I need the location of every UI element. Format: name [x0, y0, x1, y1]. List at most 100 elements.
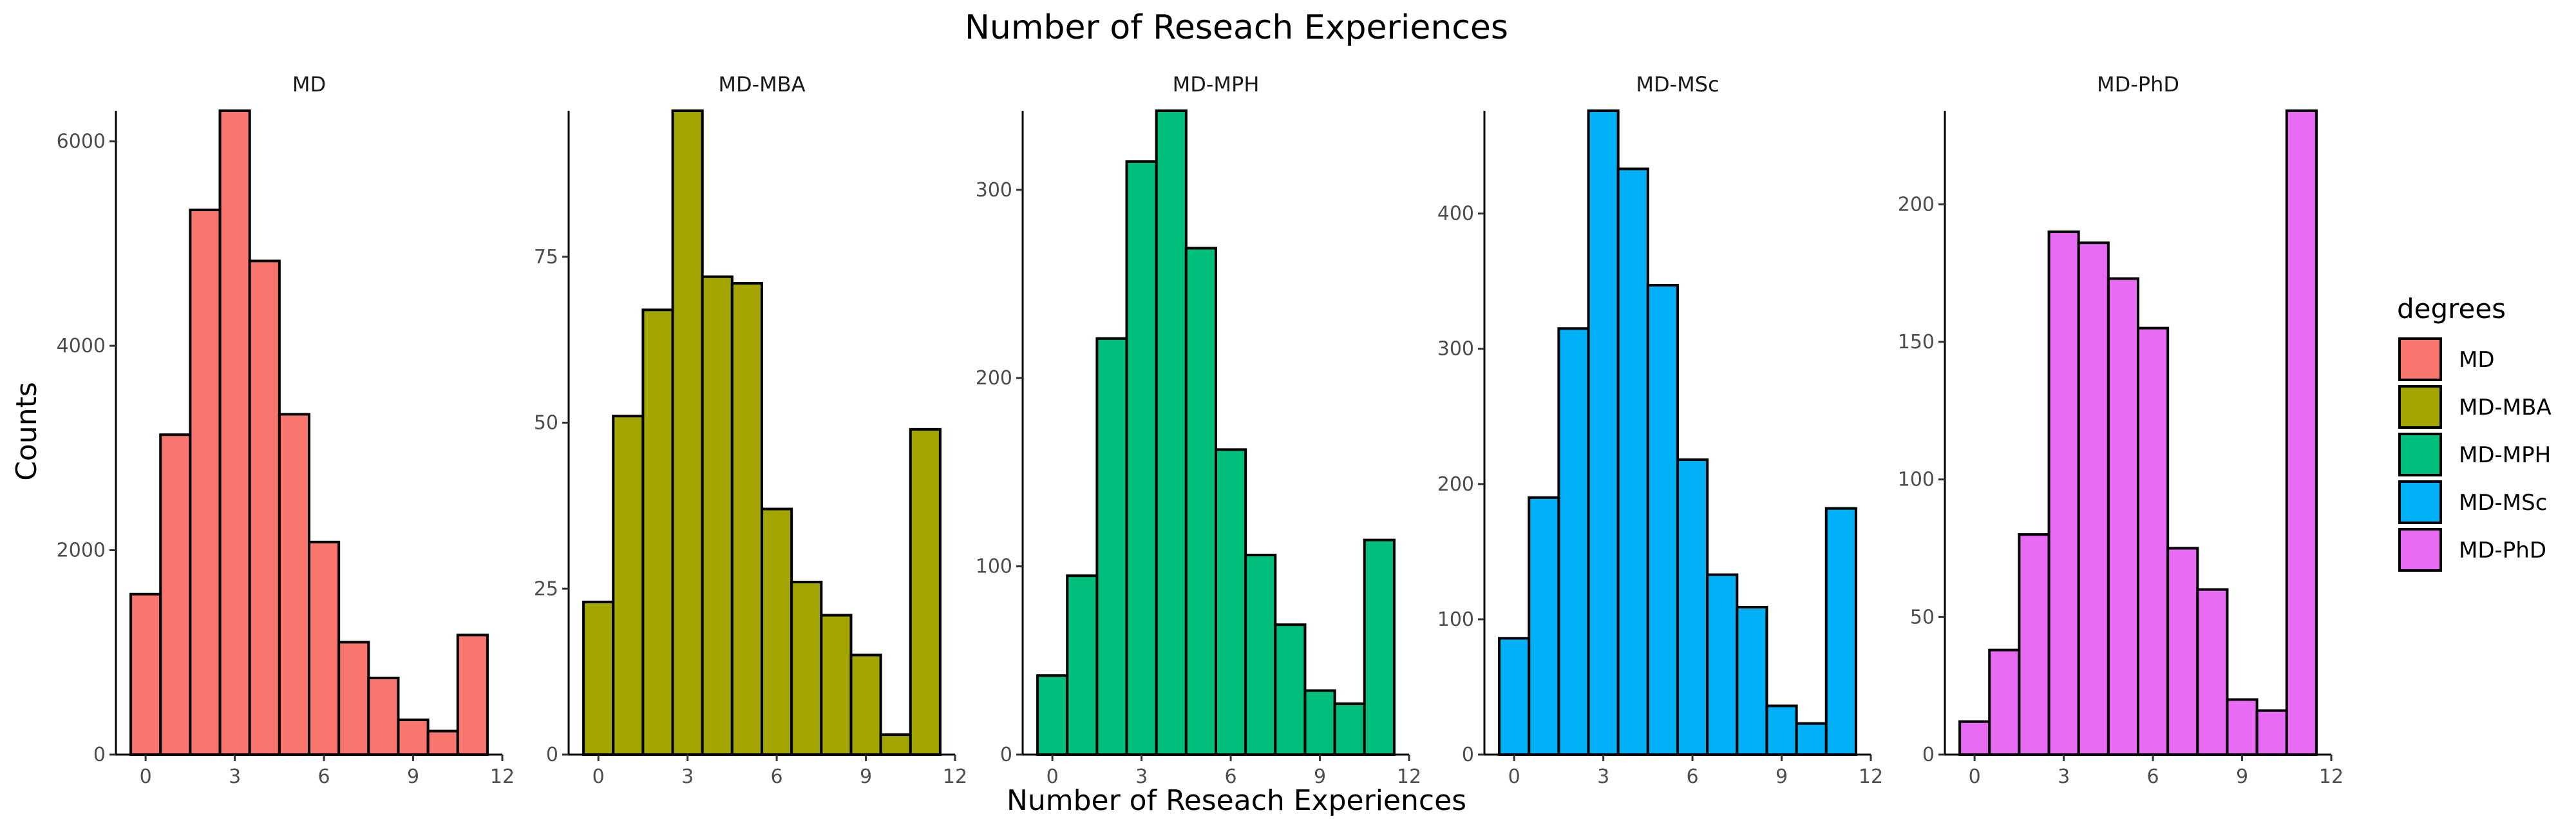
y-tick-label-md-phd-150: 150: [1898, 331, 1935, 353]
bar-md-phd-10: [2255, 709, 2288, 756]
panel-md-mph: MD-MPH 0 100 200 300 0 3 6 9 12: [976, 72, 1421, 788]
x-tick-label-md-msc-6: 6: [1687, 766, 1699, 788]
bar-md-msc-7: [1706, 573, 1739, 757]
y-tick-label-md-phd-100: 100: [1898, 469, 1935, 491]
legend-item-md-mba: MD-MBA: [2398, 385, 2552, 429]
bar-md-msc-8: [1736, 606, 1768, 757]
bar-md-msc-6: [1676, 458, 1709, 756]
x-tick-label-md-phd-6: 6: [2147, 766, 2159, 788]
bar-md-8: [367, 676, 400, 757]
legend-label-md: MD: [2459, 347, 2495, 373]
bar-md-3: [218, 109, 251, 756]
y-tick-label-md-mba-0: 0: [546, 744, 558, 766]
bar-md-mba-0: [582, 600, 615, 756]
bar-md-mph-7: [1244, 554, 1277, 756]
bar-md-phd-8: [2196, 588, 2229, 756]
y-tick-label-md-mba-75: 75: [534, 246, 558, 268]
panel-title-md-mph: MD-MPH: [1173, 72, 1260, 97]
x-tick-label-md-mph-12: 12: [1397, 766, 1421, 788]
bar-md-phd-3: [2047, 230, 2080, 756]
x-tick-label-md-0: 0: [140, 766, 152, 788]
bar-md-mba-5: [730, 282, 764, 756]
legend-item-md-msc: MD-MSc: [2398, 480, 2547, 524]
y-tick-label-md-phd-0: 0: [1922, 744, 1935, 766]
panel-title-md: MD: [292, 72, 326, 97]
x-tick-label-md-mba-12: 12: [943, 766, 967, 788]
x-tick-label-md-mph-0: 0: [1046, 766, 1059, 788]
y-tick-label-md-phd-200: 200: [1898, 193, 1935, 216]
legend-swatch-md: [2398, 337, 2442, 381]
legend-label-md-mph: MD-MPH: [2459, 442, 2551, 468]
x-tick-label-md-msc-9: 9: [1776, 766, 1788, 788]
bar-md-mba-1: [612, 415, 645, 756]
y-tick-label-md-mba-50: 50: [534, 412, 558, 435]
x-tick-label-md-mba-0: 0: [592, 766, 605, 788]
legend-item-md: MD: [2398, 337, 2495, 381]
panel-md-phd: MD-PhD 0 50 100 150 200 0 3 6 9 12: [1898, 72, 2344, 788]
bar-md-phd-1: [1988, 648, 2021, 756]
bar-md-msc-4: [1616, 167, 1649, 756]
bar-md-phd-5: [2107, 277, 2140, 756]
bar-md-mba-8: [820, 614, 853, 756]
legend-swatch-md-mph: [2398, 433, 2442, 476]
x-tick-label-md-3: 3: [229, 766, 241, 788]
bar-md-mph-1: [1066, 574, 1099, 756]
legend-label-md-msc: MD-MSc: [2459, 490, 2547, 516]
y-tick-label-md-mph-100: 100: [976, 556, 1012, 578]
bar-md-mph-11: [1363, 538, 1396, 757]
y-tick-label-md-mph-300: 300: [976, 179, 1012, 202]
legend: degrees MD MD-MBA MD-MPH MD-MSc MD-PhD: [2397, 293, 2552, 572]
bar-md-msc-0: [1498, 637, 1531, 757]
x-axis-title: Number of Reseach Experiences: [1007, 784, 1466, 817]
bar-md-msc-1: [1528, 496, 1560, 756]
bar-md-msc-5: [1646, 284, 1680, 756]
bar-md-mph-4: [1155, 109, 1188, 756]
bar-md-mph-2: [1095, 337, 1128, 756]
bar-md-10: [426, 729, 459, 757]
bar-md-phd-2: [2018, 533, 2050, 756]
x-tick-label-md-mph-3: 3: [1135, 766, 1148, 788]
bar-md-mba-6: [761, 507, 793, 756]
bar-md-0: [129, 592, 162, 756]
y-tick-label-md-2000: 2000: [57, 540, 106, 562]
x-tick-label-md-msc-3: 3: [1597, 766, 1609, 788]
legend-swatch-md-mba: [2398, 385, 2442, 429]
y-tick-label-md-4000: 4000: [57, 335, 106, 357]
bar-md-7: [337, 641, 370, 757]
bar-md-mba-3: [671, 109, 704, 756]
y-tick-label-md-msc-200: 200: [1437, 473, 1474, 496]
bar-md-5: [278, 413, 311, 756]
bar-md-9: [397, 719, 430, 756]
bar-md-mph-9: [1303, 689, 1336, 757]
y-tick-label-md-phd-50: 50: [1910, 606, 1935, 628]
bar-md-mba-10: [879, 733, 912, 756]
y-tick-label-md-msc-400: 400: [1437, 203, 1474, 225]
panel-md: MD 0 2000 4000 6000 0 3 6 9 12: [57, 72, 515, 788]
y-axis-title: Counts: [10, 382, 43, 481]
legend-items: MD MD-MBA MD-MPH MD-MSc MD-PhD: [2398, 337, 2552, 572]
x-tick-label-md-mba-9: 9: [860, 766, 872, 788]
bar-md-phd-6: [2137, 326, 2170, 757]
x-tick-label-md-mph-9: 9: [1314, 766, 1326, 788]
y-tick-label-md-0: 0: [93, 744, 106, 766]
bar-md-mba-11: [909, 428, 942, 756]
y-tick-label-md-msc-100: 100: [1437, 608, 1474, 631]
panel-title-md-phd: MD-PhD: [2097, 72, 2179, 97]
x-tick-label-md-phd-12: 12: [2319, 766, 2344, 788]
legend-item-md-phd: MD-PhD: [2398, 528, 2546, 572]
bar-md-msc-3: [1587, 109, 1620, 756]
bar-md-6: [308, 540, 341, 756]
bar-md-mba-2: [641, 308, 674, 757]
bar-md-mba-7: [790, 580, 823, 756]
bar-md-mph-0: [1036, 674, 1069, 757]
chart-title: Number of Reseach Experiences: [965, 8, 1508, 47]
x-tick-label-md-phd-9: 9: [2236, 766, 2248, 788]
bar-md-phd-7: [2166, 547, 2199, 756]
x-tick-label-md-phd-0: 0: [1969, 766, 1981, 788]
bar-md-msc-10: [1795, 722, 1828, 756]
bar-md-mph-6: [1215, 448, 1247, 756]
y-tick-label-md-mba-25: 25: [534, 578, 558, 600]
y-tick-label-md-msc-0: 0: [1462, 744, 1474, 766]
